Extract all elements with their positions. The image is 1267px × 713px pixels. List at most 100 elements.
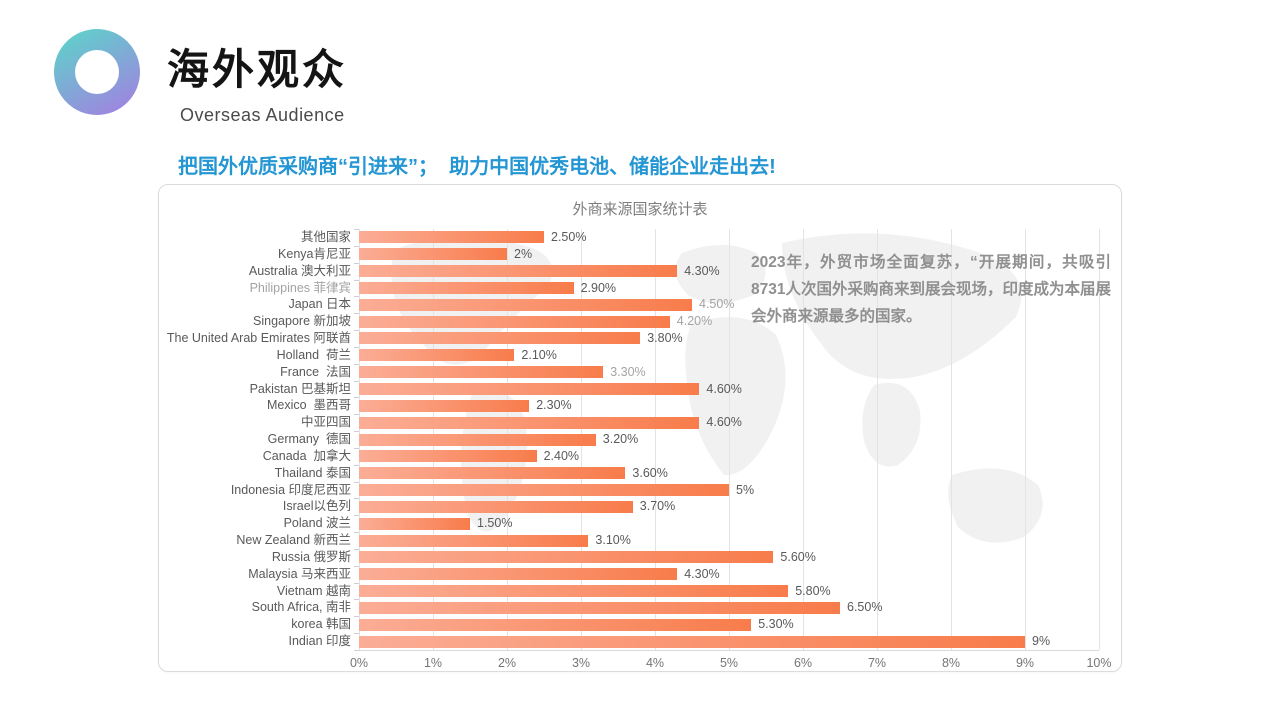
bar xyxy=(359,635,1025,648)
bar-category-label: France 法国 xyxy=(280,364,351,379)
gridline xyxy=(803,229,804,650)
bar-value-label: 3.70% xyxy=(639,499,676,514)
bar-value-label: 5.80% xyxy=(795,583,831,598)
bar-value-label: 6.50% xyxy=(847,600,883,615)
bar-value-label: 3.80% xyxy=(647,331,683,346)
chart-title: 外商来源国家统计表 xyxy=(572,201,708,218)
category-axis-tick xyxy=(354,633,359,635)
bar xyxy=(359,500,633,513)
category-axis-tick xyxy=(354,346,359,348)
x-axis-tick-label: 2% xyxy=(497,656,517,670)
category-axis-tick xyxy=(354,498,359,500)
category-axis-tick xyxy=(354,565,359,567)
bar-value-label: 2.30% xyxy=(536,398,572,413)
bar-category-label: Japan 日本 xyxy=(288,297,351,312)
category-axis-tick xyxy=(354,229,359,230)
bar-value-label: 4.60% xyxy=(706,415,742,430)
bar-category-label: The United Arab Emirates 阿联酋 xyxy=(166,331,351,346)
bar-category-label: Indonesia 印度尼西亚 xyxy=(230,482,351,497)
bar-category-label: Singapore 新加坡 xyxy=(253,314,351,329)
bar xyxy=(359,585,789,598)
category-axis-tick xyxy=(354,330,359,332)
bar-category-label: Israel以色列 xyxy=(282,499,351,514)
gridline xyxy=(951,229,952,650)
category-axis-tick xyxy=(354,616,359,618)
bar-category-label: Malaysia 马来西亚 xyxy=(248,566,351,581)
bar xyxy=(359,551,774,564)
category-axis-tick xyxy=(354,296,359,298)
bar-value-label: 2% xyxy=(514,246,533,261)
bar xyxy=(359,534,589,547)
gridline xyxy=(877,229,878,650)
x-axis-line xyxy=(359,650,1099,651)
bar xyxy=(359,467,626,480)
bar-category-label: Vietnam 越南 xyxy=(276,583,351,598)
bar xyxy=(359,416,700,429)
bar-value-label: 4.50% xyxy=(699,297,735,312)
category-axis-tick xyxy=(354,262,359,264)
bar xyxy=(359,248,507,261)
bar xyxy=(359,618,752,631)
category-axis-tick xyxy=(354,548,359,550)
bar-value-label: 5.30% xyxy=(758,617,794,632)
bar-value-label: 3.10% xyxy=(595,533,631,548)
bar xyxy=(359,265,678,278)
category-axis-tick xyxy=(354,650,359,651)
page-title: 海外观众 xyxy=(167,46,348,93)
bar xyxy=(359,399,530,412)
bar-value-label: 2.10% xyxy=(521,347,557,362)
category-axis-tick xyxy=(354,245,359,247)
page-subtitle: Overseas Audience xyxy=(180,105,345,125)
bar-value-label: 5% xyxy=(736,482,755,497)
bar xyxy=(359,298,692,311)
category-axis-tick xyxy=(354,515,359,517)
gridline xyxy=(1099,229,1100,650)
category-axis-tick xyxy=(354,582,359,584)
bar xyxy=(359,231,544,244)
category-axis-tick xyxy=(354,447,359,449)
bar-value-label: 9% xyxy=(1032,634,1051,649)
x-axis-tick-label: 8% xyxy=(941,656,961,670)
logo-ring-icon xyxy=(54,29,140,115)
bar xyxy=(359,281,574,294)
gridline xyxy=(729,229,730,650)
x-axis-tick-label: 7% xyxy=(867,656,887,670)
bar-value-label: 2.50% xyxy=(551,230,587,244)
bar-category-label: Mexico 墨西哥 xyxy=(266,398,351,413)
category-axis-tick xyxy=(354,397,359,399)
bar xyxy=(359,517,470,530)
bar xyxy=(359,433,596,446)
x-axis-tick-label: 0% xyxy=(349,656,369,670)
bar-value-label: 4.20% xyxy=(676,314,713,329)
bar-value-label: 1.50% xyxy=(477,516,513,531)
bar xyxy=(359,382,700,395)
bar xyxy=(359,601,840,614)
bar xyxy=(359,332,641,345)
bar-category-label: Thailand 泰国 xyxy=(274,465,351,480)
category-axis-tick xyxy=(354,279,359,281)
bar-value-label: 2.40% xyxy=(543,448,580,463)
bar-value-label: 2.90% xyxy=(580,280,617,295)
bar xyxy=(359,315,670,328)
bar xyxy=(359,450,537,463)
bar xyxy=(359,484,729,497)
category-axis-tick xyxy=(354,431,359,433)
x-axis-tick-label: 10% xyxy=(1086,656,1112,670)
x-axis-tick-label: 6% xyxy=(793,656,813,670)
headline: 把国外优质采购商“引进来”； 助力中国优秀电池、储能企业走出去! xyxy=(178,156,776,178)
bar-value-label: 3.60% xyxy=(632,465,668,480)
bar-category-label: Pakistan 巴基斯坦 xyxy=(249,381,351,396)
x-axis-tick-label: 5% xyxy=(719,656,739,670)
bar xyxy=(359,568,678,581)
x-axis-tick-label: 9% xyxy=(1015,656,1035,670)
bar-category-label: Poland 波兰 xyxy=(283,516,351,531)
category-axis-tick xyxy=(354,464,359,466)
x-axis-tick-label: 4% xyxy=(645,656,665,670)
bar xyxy=(359,366,604,379)
x-axis-tick-label: 3% xyxy=(571,656,591,670)
bar-category-label: Kenya肯尼亚 xyxy=(278,246,351,261)
category-axis-tick xyxy=(354,414,359,416)
bar-category-label: Germany 德国 xyxy=(267,432,351,447)
bar xyxy=(359,349,515,362)
